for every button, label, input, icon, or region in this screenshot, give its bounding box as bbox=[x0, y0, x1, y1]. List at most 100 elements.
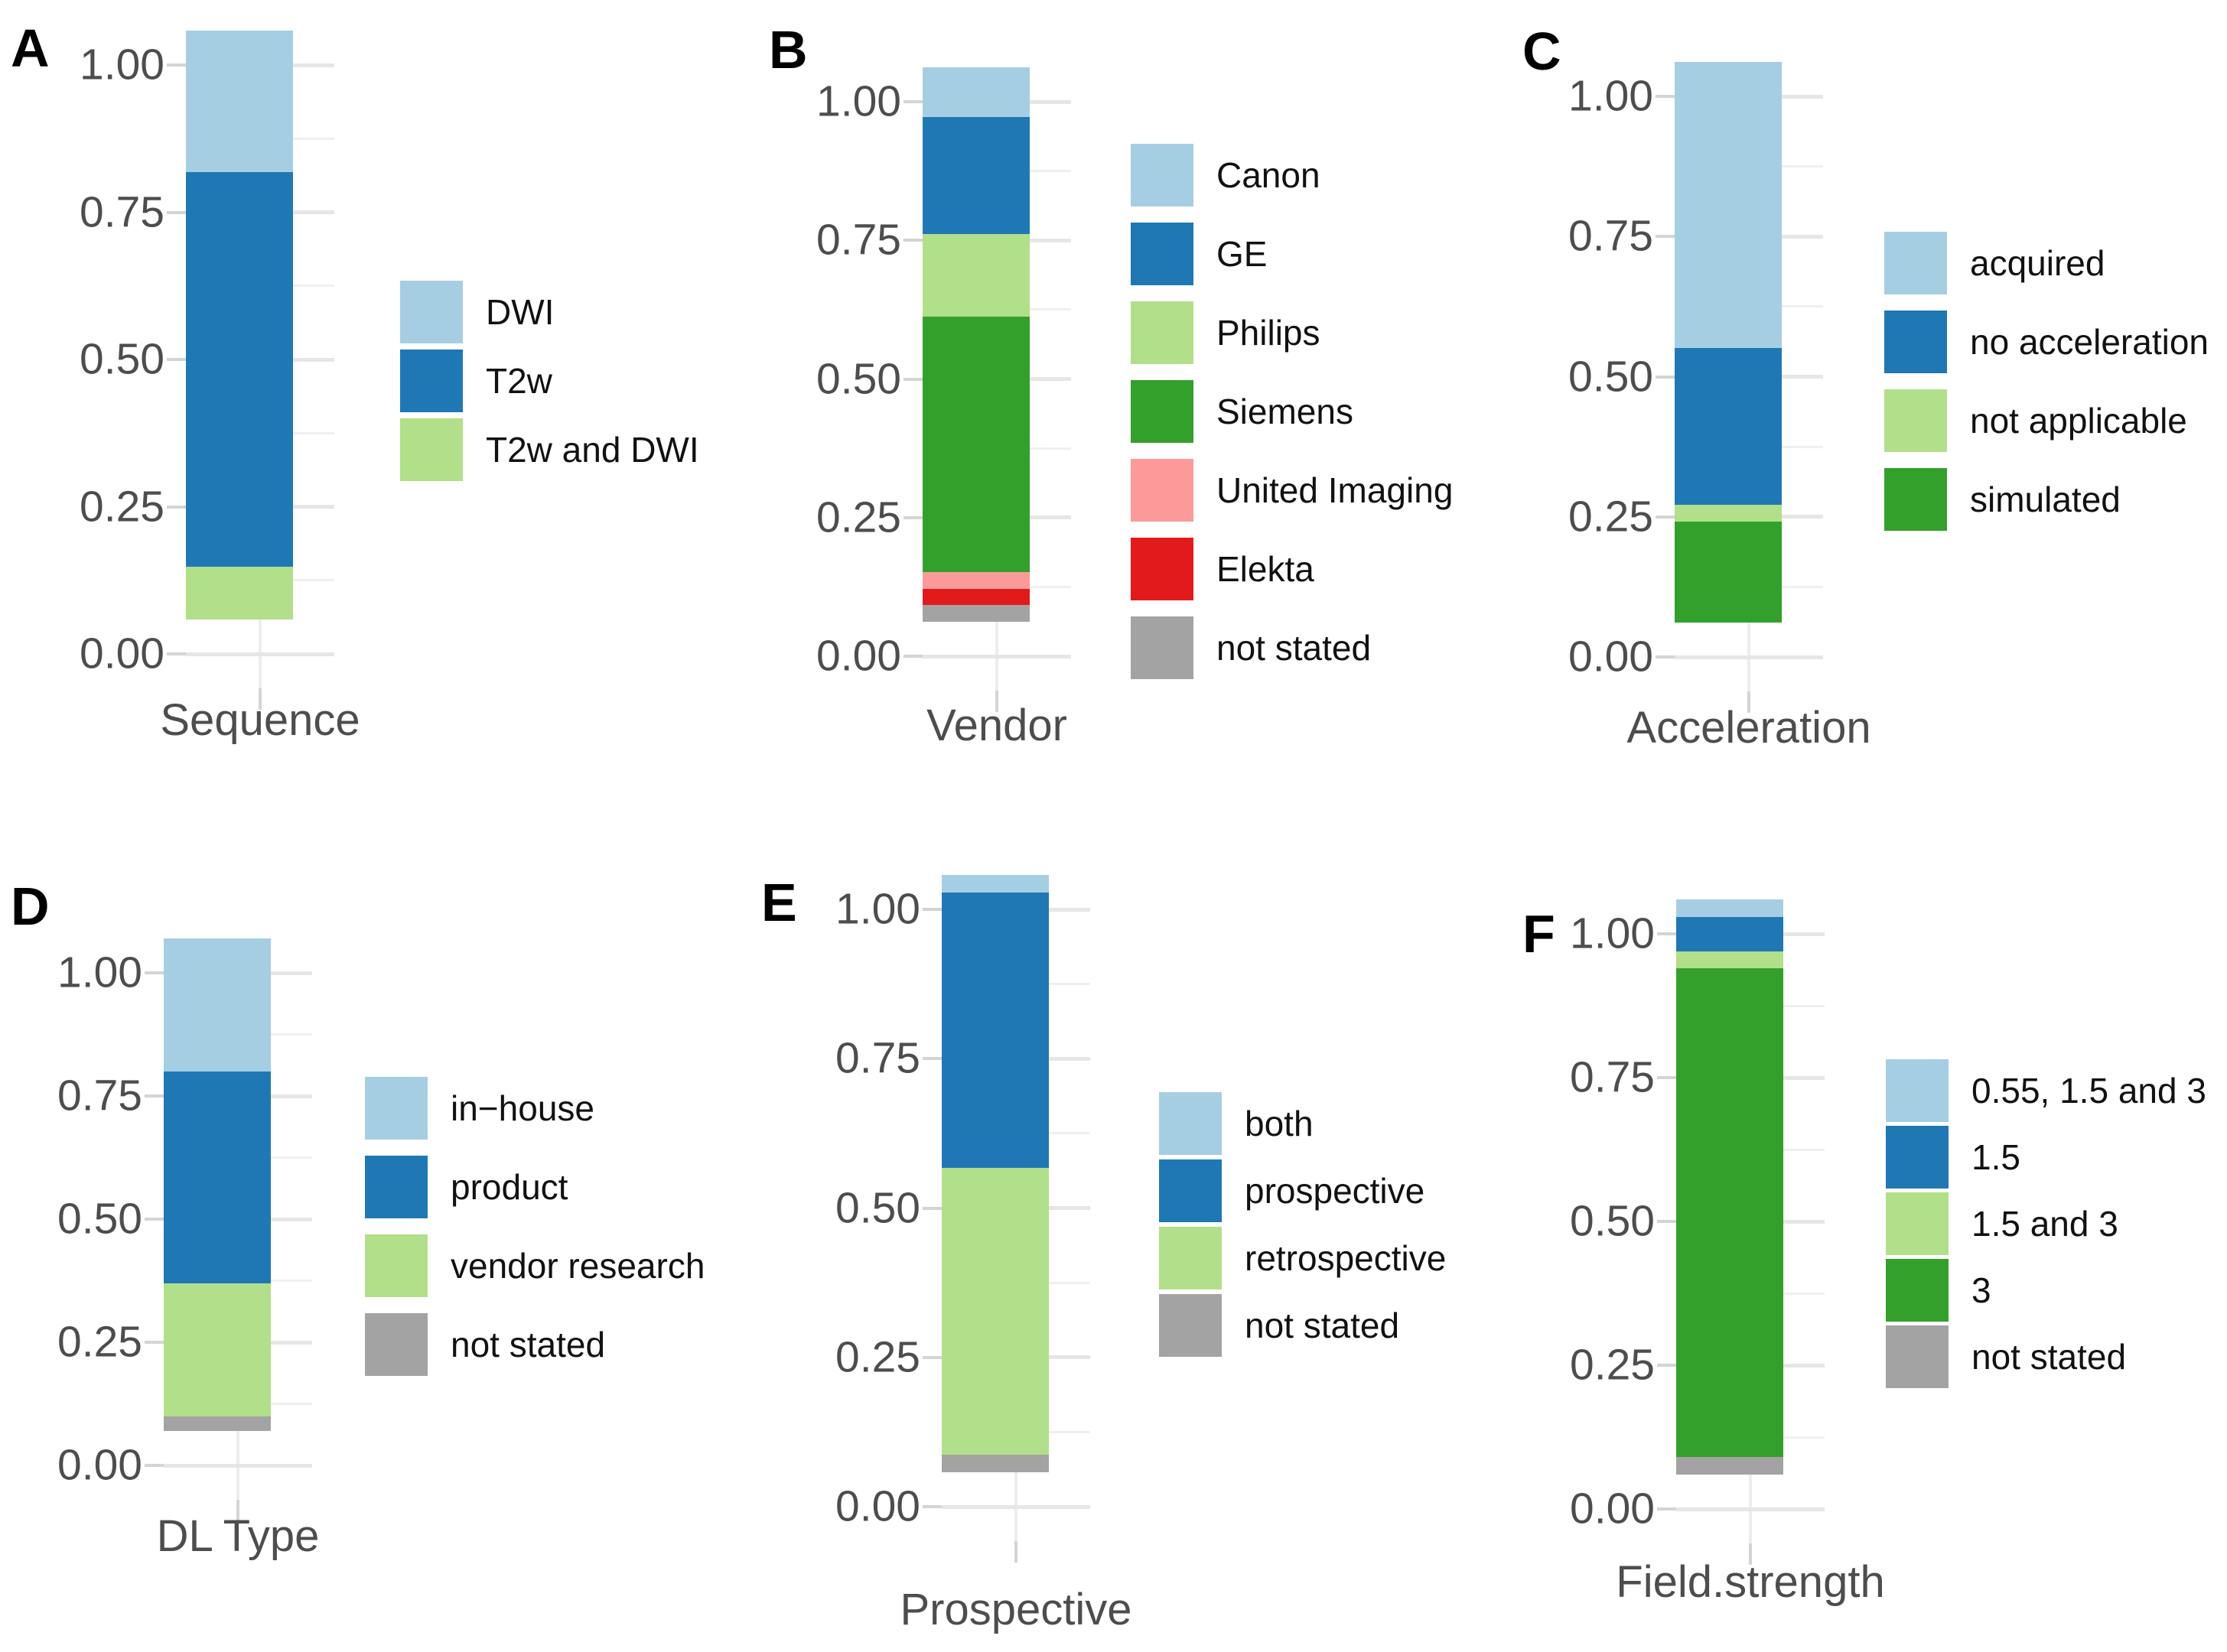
legend-swatch-dwi bbox=[400, 281, 463, 343]
legend-swatch-not-applicable bbox=[1884, 389, 1947, 452]
bar-segment-not-stated bbox=[1676, 1457, 1783, 1475]
x-tick-mark bbox=[1749, 1543, 1752, 1565]
legend-label-dwi: DWI bbox=[486, 292, 555, 332]
legend-swatch-not-stated bbox=[365, 1313, 428, 1376]
legend-label-vendor-research: vendor research bbox=[451, 1246, 705, 1286]
y-tick-label: 0.25 bbox=[80, 482, 164, 531]
y-tick-label: 0.00 bbox=[80, 629, 164, 678]
legend-label-0-55-1-5-and-3: 0.55, 1.5 and 3 bbox=[1971, 1071, 2206, 1111]
major-gridline bbox=[942, 1504, 1090, 1509]
bar-segment-elekta bbox=[923, 588, 1030, 606]
y-tick-mark bbox=[1656, 235, 1675, 239]
y-tick-label: 0.75 bbox=[1568, 211, 1653, 261]
y-tick-mark bbox=[145, 971, 164, 974]
plot-area-F bbox=[1657, 899, 1825, 1565]
x-tick-mark bbox=[259, 688, 262, 710]
y-tick-mark bbox=[903, 239, 923, 242]
panel-letter-E: E bbox=[761, 873, 797, 932]
bar-segment-0-55-1-5-and-3 bbox=[1676, 899, 1783, 917]
bar-segment-philips bbox=[923, 233, 1030, 317]
y-tick-mark bbox=[1657, 932, 1676, 935]
bar-segment-simulated bbox=[1675, 522, 1782, 623]
bar-field-strength bbox=[1676, 899, 1783, 1475]
y-tick-label: 0.75 bbox=[816, 215, 901, 265]
bar-segment-canon bbox=[923, 67, 1030, 118]
legend-swatch-t2w-and-dwi bbox=[400, 418, 463, 481]
legend-label-canon: Canon bbox=[1216, 155, 1320, 195]
bar-vendor bbox=[923, 67, 1030, 622]
bar-segment-3 bbox=[1676, 968, 1783, 1458]
y-tick-mark bbox=[903, 515, 923, 519]
y-tick-mark bbox=[1656, 95, 1675, 98]
bar-segment-not-stated bbox=[923, 605, 1030, 622]
y-tick-label: 0.25 bbox=[1570, 1340, 1655, 1390]
y-tick-label: 0.50 bbox=[1568, 352, 1653, 401]
y-tick-label: 0.25 bbox=[1568, 492, 1653, 541]
plot-area-D bbox=[145, 938, 312, 1521]
axis-title-vendor: Vendor bbox=[926, 701, 1067, 750]
y-tick-mark bbox=[1657, 1507, 1676, 1511]
bar-segment-united-imaging bbox=[923, 571, 1030, 589]
bar-segment-both bbox=[942, 875, 1049, 893]
y-tick-mark bbox=[923, 908, 942, 911]
y-tick-mark bbox=[1657, 1076, 1676, 1079]
y-tick-mark bbox=[145, 1464, 164, 1467]
y-tick-label: 0.50 bbox=[80, 334, 164, 384]
y-tick-label: 1.00 bbox=[816, 76, 901, 126]
y-tick-label: 0.50 bbox=[835, 1183, 920, 1232]
y-tick-label: 0.75 bbox=[57, 1071, 142, 1120]
major-gridline bbox=[1675, 655, 1823, 659]
y-tick-mark bbox=[167, 505, 186, 509]
legend-swatch-not-stated bbox=[1131, 616, 1193, 679]
legend-swatch-1-5 bbox=[1886, 1126, 1949, 1189]
major-gridline bbox=[186, 652, 334, 656]
y-tick-mark bbox=[1656, 375, 1675, 379]
y-tick-label: 0.75 bbox=[1570, 1052, 1655, 1102]
bar-segment-not-stated bbox=[164, 1416, 271, 1431]
legend-swatch-siemens bbox=[1131, 380, 1193, 443]
y-tick-mark bbox=[1657, 1220, 1676, 1223]
panel-letter-D: D bbox=[11, 876, 50, 936]
y-tick-label: 0.50 bbox=[57, 1194, 142, 1244]
legend-label-acquired: acquired bbox=[1970, 243, 2105, 283]
x-tick-mark bbox=[1747, 691, 1750, 713]
legend-swatch-philips bbox=[1131, 301, 1193, 364]
legend-swatch-not-stated bbox=[1886, 1325, 1949, 1388]
bar-segment-ge bbox=[923, 117, 1030, 234]
y-tick-mark bbox=[923, 1505, 942, 1508]
y-tick-mark bbox=[1657, 1364, 1676, 1367]
axis-title-sequence: Sequence bbox=[160, 695, 360, 745]
y-tick-label: 1.00 bbox=[1568, 71, 1653, 121]
legend-swatch-simulated bbox=[1884, 468, 1947, 531]
legend-label-siemens: Siemens bbox=[1216, 392, 1353, 431]
legend-swatch-prospective bbox=[1159, 1159, 1222, 1222]
bar-segment-not-stated bbox=[942, 1454, 1049, 1472]
y-tick-mark bbox=[923, 1206, 942, 1210]
bar-segment-vendor-research bbox=[164, 1283, 271, 1416]
legend-label-t2w-and-dwi: T2w and DWI bbox=[486, 430, 699, 470]
panel-letter-C: C bbox=[1522, 21, 1561, 81]
bar-segment-not-applicable bbox=[1675, 505, 1782, 522]
y-tick-mark bbox=[1656, 515, 1675, 519]
axis-title-prospective: Prospective bbox=[900, 1585, 1132, 1634]
bar-segment-t2w bbox=[186, 171, 293, 567]
legend-label-1-5: 1.5 bbox=[1971, 1137, 2020, 1177]
y-tick-label: 0.25 bbox=[835, 1332, 920, 1382]
y-tick-label: 0.25 bbox=[816, 493, 901, 542]
legend-label-not-stated: not stated bbox=[451, 1325, 606, 1364]
y-tick-label: 0.50 bbox=[816, 354, 901, 403]
legend-label-not-stated: not stated bbox=[1216, 628, 1372, 668]
x-tick-mark bbox=[1014, 1541, 1017, 1563]
bar-segment-siemens bbox=[923, 317, 1030, 572]
bar-prospective bbox=[942, 875, 1049, 1472]
plot-area-B bbox=[903, 67, 1071, 712]
legend-swatch-product bbox=[365, 1156, 428, 1218]
y-tick-mark bbox=[903, 100, 923, 103]
legend-swatch-canon bbox=[1131, 144, 1193, 206]
legend-swatch-elekta bbox=[1131, 538, 1193, 600]
legend-swatch-0-55-1-5-and-3 bbox=[1886, 1059, 1949, 1122]
major-gridline bbox=[1676, 1507, 1825, 1511]
legend-label-product: product bbox=[451, 1167, 568, 1207]
plot-area-A bbox=[167, 31, 334, 710]
